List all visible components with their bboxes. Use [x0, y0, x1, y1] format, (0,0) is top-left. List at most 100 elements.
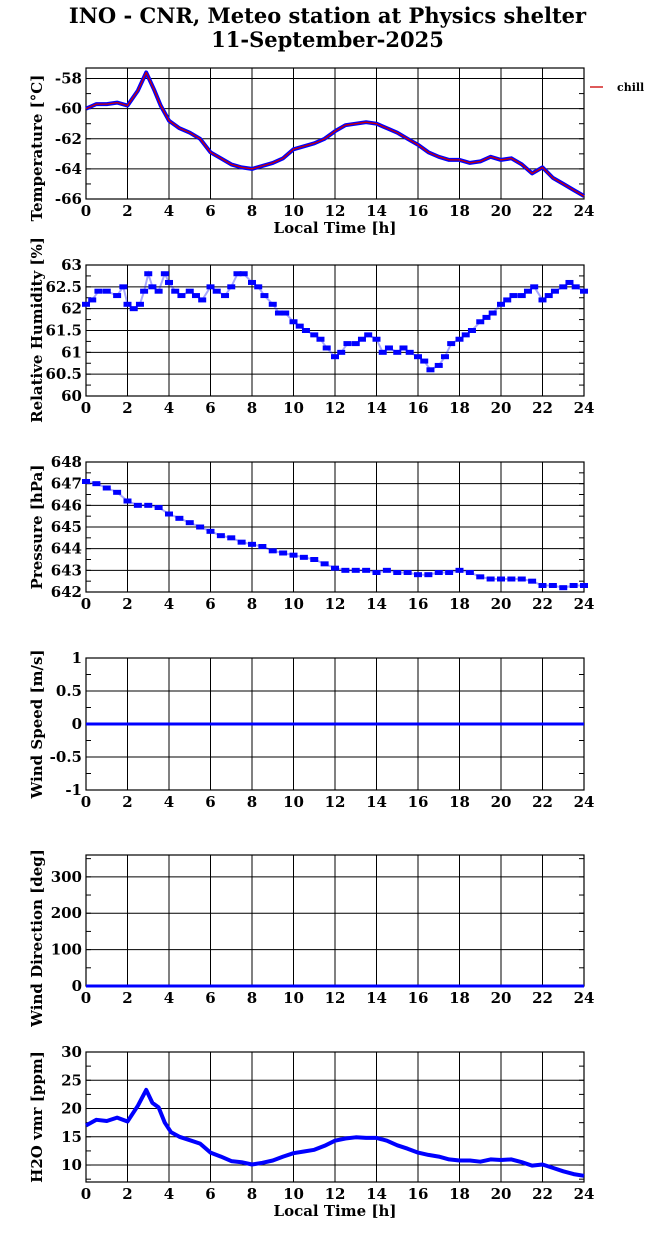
y-tick-label: 646	[51, 496, 82, 514]
y-tick-label: 30	[61, 1043, 82, 1061]
data-point	[486, 576, 495, 582]
y-tick-label: 60.5	[45, 365, 82, 383]
y-tick-label: 0	[72, 977, 82, 995]
data-point	[310, 557, 319, 562]
plot-frame	[85, 1051, 585, 1183]
y-tick-label: -66	[55, 190, 82, 208]
data-point	[82, 479, 90, 484]
x-tick-label: 8	[247, 202, 257, 220]
y-tick-label: 63	[61, 256, 82, 274]
y-tick-label: -58	[55, 70, 82, 88]
x-axis-label: Local Time [h]	[274, 1202, 397, 1220]
x-tick-label: 10	[283, 989, 304, 1007]
data-point	[517, 576, 526, 582]
x-tick-label: 16	[408, 1185, 429, 1203]
chart-title: INO - CNR, Meteo station at Physics shel…	[0, 4, 655, 52]
data-point	[320, 561, 329, 567]
y-axis-label: Wind Speed [m/s]	[28, 649, 46, 799]
data-point	[322, 345, 331, 351]
data-point	[154, 505, 163, 510]
x-tick-label: 24	[574, 793, 595, 811]
y-axis-label: Pressure [hPa]	[28, 465, 46, 590]
date-title: 11-September-2025	[211, 27, 444, 52]
y-tick-label: 62	[61, 300, 82, 318]
chart-panel-1: 0 2 4 6 8 10 12 14 16 18 20 22 24-66-64-62-60-58Temp…	[28, 67, 644, 237]
x-tick-label: 0	[81, 1185, 91, 1203]
x-tick-label: 20	[491, 793, 512, 811]
data-point	[119, 284, 128, 290]
x-tick-label: 0	[81, 793, 91, 811]
data-point	[509, 293, 518, 299]
x-tick-label: 22	[532, 793, 553, 811]
x-tick-label: 10	[283, 202, 304, 220]
x-tick-label: 4	[164, 989, 174, 1007]
x-tick-label: 20	[491, 595, 512, 613]
data-point	[434, 570, 443, 575]
data-point	[88, 297, 97, 303]
data-point	[405, 349, 414, 355]
data-point	[237, 539, 246, 545]
x-tick-label: 10	[283, 399, 304, 417]
data-point	[129, 306, 138, 312]
x-tick-label: 22	[532, 989, 553, 1007]
x-tick-label: 24	[574, 989, 595, 1007]
plot-frame	[85, 264, 585, 397]
data-point	[426, 367, 435, 373]
data-point	[140, 288, 149, 294]
x-tick-label: 22	[532, 202, 553, 220]
data-point	[434, 362, 443, 368]
data-point	[260, 293, 269, 299]
data-point	[399, 345, 408, 351]
data-point	[497, 301, 505, 307]
data-point	[123, 301, 132, 307]
plot-frame	[85, 67, 585, 200]
x-tick-label: 0	[81, 399, 91, 417]
data-point	[580, 288, 588, 294]
x-tick-label: 8	[247, 399, 257, 417]
x-tick-label: 22	[532, 399, 553, 417]
x-tick-label: 2	[122, 202, 132, 220]
data-point	[206, 284, 215, 290]
y-tick-label: 643	[51, 561, 82, 579]
data-point	[382, 567, 391, 573]
data-point	[175, 515, 184, 521]
data-point	[206, 528, 215, 534]
data-point	[517, 293, 526, 299]
data-point	[133, 502, 142, 508]
x-tick-label: 24	[574, 1185, 595, 1203]
data-point	[299, 554, 308, 560]
data-point	[92, 481, 101, 487]
x-tick-label: 16	[408, 399, 429, 417]
y-tick-label: -0.5	[50, 748, 82, 766]
y-tick-label: 61.5	[45, 322, 82, 340]
chart-panel-3: 0 2 4 6 8 10 12 14 16 18 20 22 246426436446456466476…	[28, 453, 594, 613]
data-point	[258, 544, 267, 549]
plot-frame	[85, 461, 585, 593]
data-point	[565, 279, 574, 285]
data-point	[185, 520, 194, 526]
x-tick-label: 14	[366, 399, 387, 417]
data-point	[295, 323, 304, 329]
data-point	[447, 341, 456, 347]
data-point	[341, 567, 350, 573]
data-point	[221, 293, 230, 299]
x-tick-label: 18	[449, 202, 470, 220]
data-point	[461, 332, 470, 338]
data-point	[254, 284, 263, 290]
x-tick-label: 14	[366, 1185, 387, 1203]
x-tick-label: 24	[574, 202, 595, 220]
data-point	[331, 565, 339, 571]
x-tick-label: 18	[449, 793, 470, 811]
x-tick-label: 20	[491, 202, 512, 220]
data-point	[185, 288, 194, 294]
x-tick-label: 0	[81, 595, 91, 613]
x-tick-label: 18	[449, 399, 470, 417]
data-point	[364, 332, 373, 338]
data-point	[378, 349, 387, 355]
y-tick-label: 644	[51, 540, 82, 558]
y-tick-label: 642	[51, 583, 82, 601]
x-tick-label: 6	[205, 595, 215, 613]
y-tick-label: 25	[61, 1071, 82, 1089]
data-point	[281, 310, 290, 316]
data-point	[113, 293, 122, 299]
